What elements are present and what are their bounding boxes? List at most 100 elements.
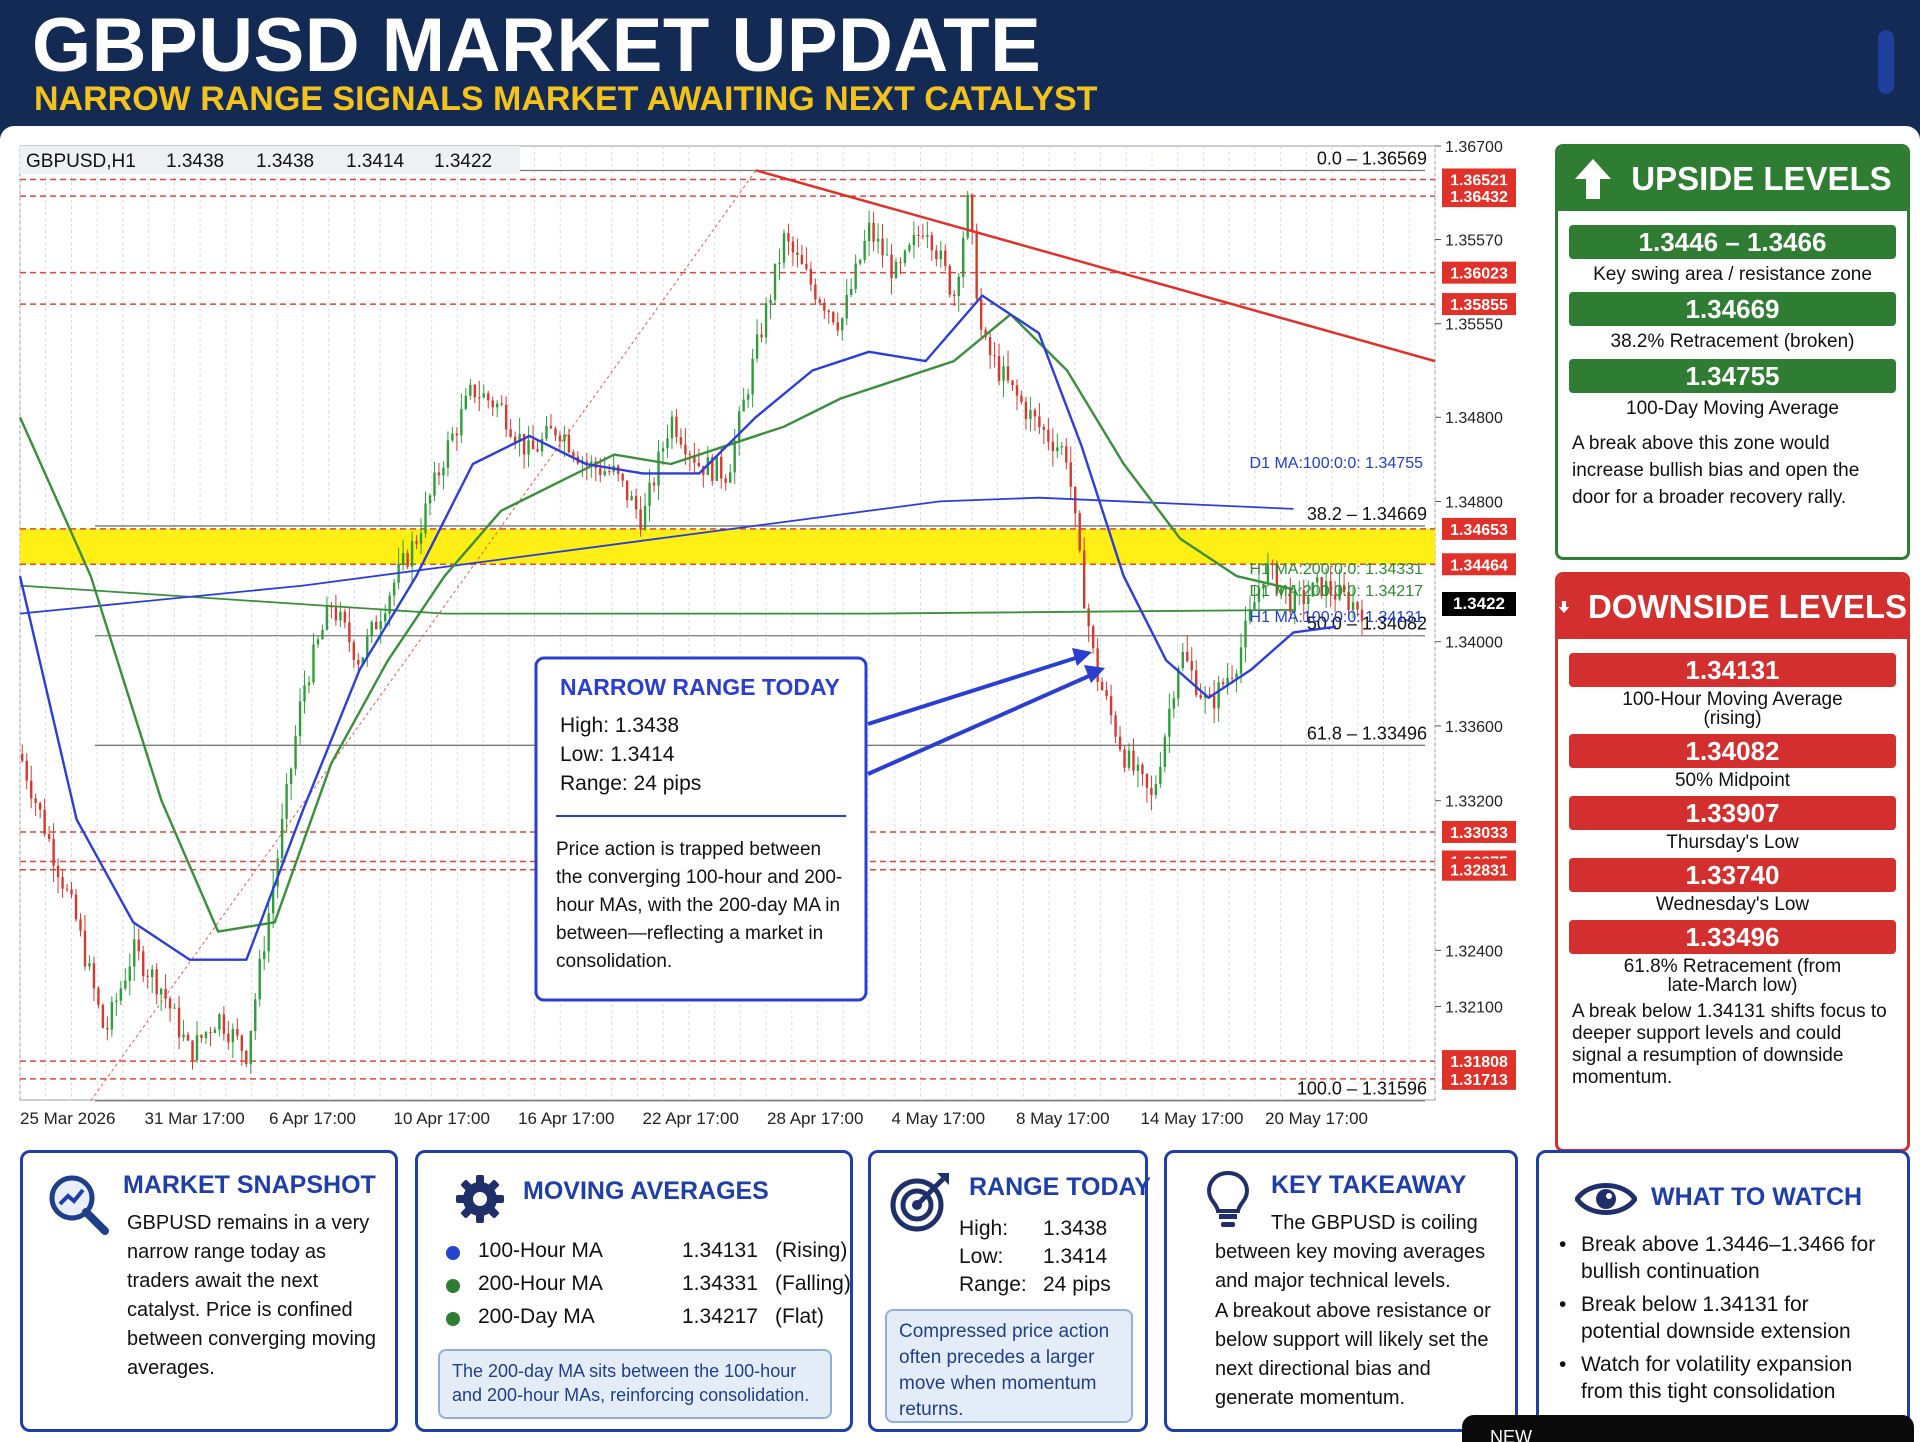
candle-body (814, 284, 817, 300)
candle-body (101, 1004, 105, 1028)
candle-body (1154, 784, 1158, 796)
candle-body (1248, 609, 1252, 621)
candle-body (482, 393, 485, 398)
x-tick-label: 31 Mar 17:00 (145, 1109, 245, 1128)
candle-body (325, 605, 329, 630)
new-tab[interactable]: NEW (1462, 1415, 1914, 1442)
red-level-label: 1.34653 (1450, 522, 1508, 539)
candle-body (271, 886, 275, 914)
candle-body (518, 434, 521, 442)
candle-body (545, 425, 548, 439)
upside-levels-panel: UPSIDE LEVELS 1.3446 – 1.3466 Key swing a… (1555, 144, 1910, 560)
candle-body (92, 963, 96, 989)
candle-body (953, 294, 956, 296)
candle-body (231, 1029, 235, 1043)
downside-level-value: 1.33496 (1569, 920, 1896, 954)
upside-level-desc: 100-Day Moving Average (1626, 398, 1839, 419)
candle-body (415, 541, 418, 544)
fib-level-label: 0.0 – 1.36569 (1317, 149, 1427, 169)
candle-body (1087, 608, 1090, 627)
candle-body (863, 241, 866, 260)
downside-level-value: 1.34082 (1569, 734, 1896, 768)
candle-body (975, 230, 978, 299)
candle-body (1235, 673, 1238, 678)
candle-body (1002, 366, 1005, 381)
candle-body (1266, 563, 1270, 584)
candle-body (79, 919, 82, 931)
candle-body (1316, 577, 1319, 583)
header-scroll-tab[interactable] (1878, 30, 1894, 94)
red-level-tag (1442, 1067, 1516, 1090)
candle-body (872, 222, 875, 242)
range-high-label: High: (959, 1217, 1009, 1240)
candle-body (1212, 695, 1216, 709)
market-snapshot-card: MARKET SNAPSHOT GBPUSD remains in a very… (20, 1150, 398, 1432)
candle-body (1051, 441, 1055, 452)
candle-body (52, 838, 55, 866)
red-level-tag (1442, 185, 1516, 208)
candle-body (1177, 668, 1180, 699)
candle-body (424, 503, 427, 534)
candle-body (469, 384, 472, 396)
candle-body (191, 1040, 194, 1061)
candle-body (572, 452, 575, 457)
candle-body (1347, 592, 1350, 611)
candle-body (899, 262, 902, 264)
red-level-tag (1442, 261, 1516, 284)
ma-title: MOVING AVERAGES (523, 1177, 769, 1205)
candle-body (926, 235, 929, 237)
candle-body (433, 472, 436, 496)
candle-body (634, 496, 638, 510)
candle-body (970, 194, 974, 231)
annotation-arrow-head (1072, 648, 1092, 666)
downside-level-desc: 61.8% Retracement (from late-March low) (1623, 956, 1842, 996)
candle-body (30, 780, 33, 799)
candle-body (357, 659, 360, 665)
candle-body (1168, 708, 1171, 737)
candle-body (375, 621, 378, 630)
header: GBPUSD MARKET UPDATE NARROW RANGE SIGNAL… (0, 0, 1920, 128)
ma-series-dot (446, 1246, 460, 1260)
candle-body (88, 963, 91, 967)
red-level-label: 1.31713 (1450, 1072, 1508, 1089)
candle-body (563, 434, 566, 442)
candle-body (236, 1029, 239, 1036)
candle-body (966, 194, 969, 238)
candle-body (1015, 385, 1019, 396)
x-tick-label: 25 Mar 2026 (20, 1109, 115, 1128)
candle-body (321, 629, 324, 640)
ma-row: 100-Hour MA 1.34131 (Rising) (442, 1237, 847, 1267)
candle-body (263, 951, 266, 959)
candle-body (150, 969, 154, 977)
candle-body (881, 238, 884, 256)
symbol-header-bg (20, 146, 520, 174)
watch-item: Break above 1.3446–1.3466 for bullish co… (1557, 1231, 1887, 1285)
candle-body (935, 250, 938, 260)
candle-body (303, 685, 306, 702)
red-level-label: 1.33033 (1450, 825, 1508, 842)
candle-body (791, 241, 795, 253)
candle-body (1280, 587, 1283, 594)
x-tick-label: 16 Apr 17:00 (518, 1109, 614, 1128)
downside-note: A break below 1.34131 shifts focus to de… (1572, 1001, 1887, 1088)
candle-body (1163, 736, 1167, 767)
candle-body (876, 238, 880, 242)
candle-body (746, 394, 750, 400)
candle-body (773, 263, 777, 300)
candle-body (1118, 736, 1122, 750)
range-range-label: Range: (959, 1273, 1027, 1296)
watch-item: Watch for volatility expansion from this… (1557, 1351, 1887, 1405)
candle-body (56, 865, 60, 878)
candle-body (1275, 564, 1279, 594)
page-subtitle: NARROW RANGE SIGNALS MARKET AWAITING NEX… (34, 80, 1098, 118)
candle-body (724, 478, 727, 483)
candle-body (1329, 581, 1332, 595)
upside-level-value: 1.3446 – 1.3466 (1569, 225, 1896, 259)
candle-body (979, 298, 983, 330)
candle-body (1141, 764, 1144, 775)
candle-body (751, 358, 754, 395)
candle-body (567, 434, 571, 453)
candle-body (496, 403, 499, 408)
candle-body (491, 400, 494, 408)
candle-body (1114, 715, 1117, 737)
